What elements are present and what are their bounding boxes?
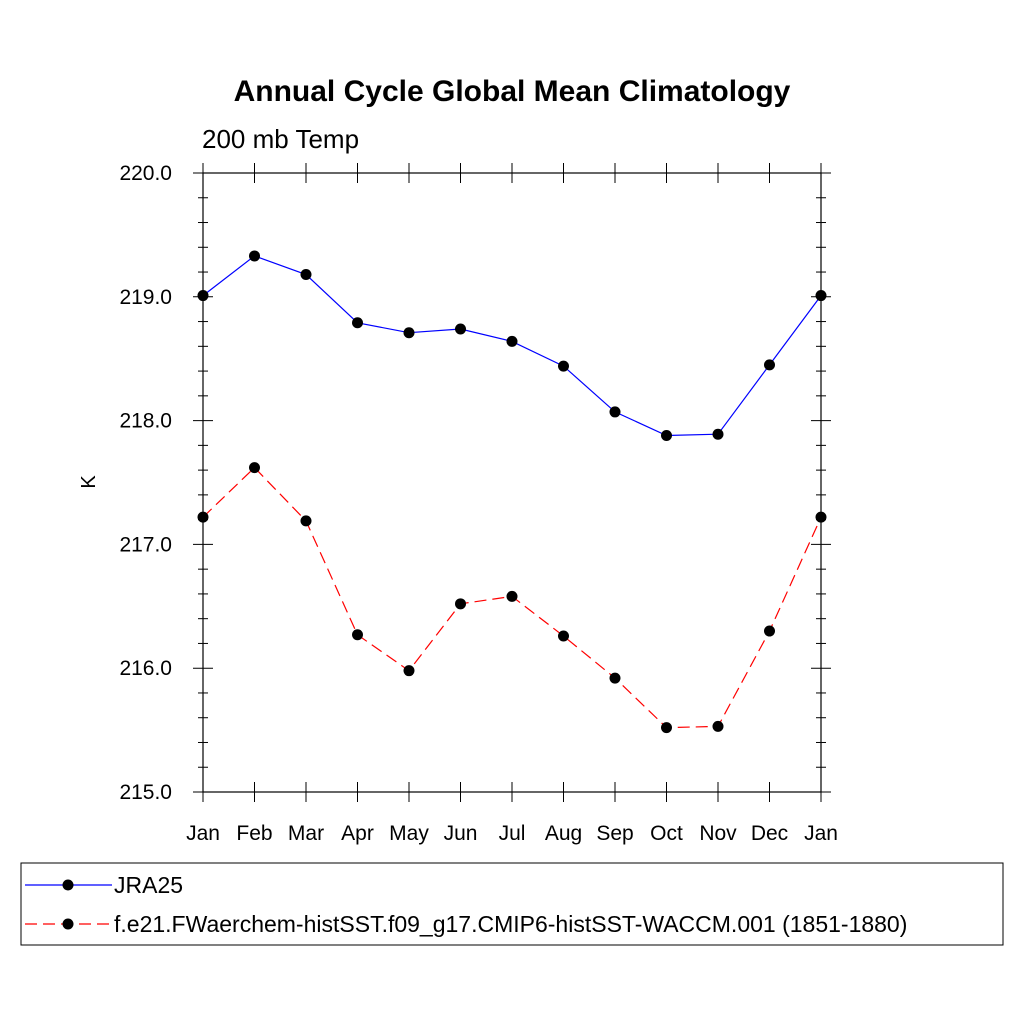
series-1-point [558, 360, 569, 372]
series-2-point [558, 630, 569, 642]
legend-label-2: f.e21.FWaerchem-histSST.f09_g17.CMIP6-hi… [114, 911, 907, 937]
series-1-point [352, 317, 363, 329]
y-tick-label: 220.0 [119, 162, 172, 185]
series-1-point [197, 290, 209, 302]
series-2-point [197, 511, 209, 523]
series-1-point [249, 250, 260, 262]
series-2-point [609, 672, 621, 684]
x-axis-ticks: Jan Feb Mar Apr May Jun Jul Aug Sep Oct Nov Dec Jan [186, 163, 838, 845]
x-tick-label: Jan [804, 822, 838, 845]
series-1-point [403, 327, 415, 339]
x-tick-label: Dec [751, 822, 788, 845]
y-tick-label: 219.0 [119, 286, 172, 309]
x-tick-label: May [389, 822, 429, 845]
x-tick-label: Jun [444, 822, 478, 845]
legend-label-1: JRA25 [114, 872, 183, 898]
legend: JRA25 f.e21.FWaerchem-histSST.f09_g17.CMI… [25, 872, 907, 937]
series-2-point [300, 515, 312, 527]
series-1-point [455, 323, 466, 335]
y-tick-label: 216.0 [119, 657, 172, 680]
series-2-point [764, 625, 775, 637]
series-2-point [352, 629, 363, 641]
series-1-point [764, 359, 775, 371]
series-1-point [506, 335, 518, 347]
series-2-point [815, 511, 827, 523]
x-tick-label: Aug [545, 822, 582, 845]
y-tick-label: 215.0 [119, 781, 172, 804]
series-layer [197, 250, 827, 734]
legend-box [20, 862, 1004, 946]
x-tick-label: Jan [186, 822, 220, 845]
y-tick-label: 218.0 [119, 410, 172, 433]
x-tick-label: Oct [650, 822, 683, 845]
series-2-point [403, 665, 415, 677]
series-1-point [815, 290, 827, 302]
x-tick-label: Sep [596, 822, 633, 845]
series-2-point [661, 722, 672, 734]
series-1-point [661, 429, 672, 441]
series-2-point [249, 462, 260, 474]
plot-frame [202, 172, 822, 793]
series-2-point [455, 598, 466, 610]
series-1-point [609, 406, 621, 418]
y-axis-ticks: 215.0 216.0 217.0 218.0 219.0 220.0 [119, 162, 831, 804]
x-tick-label: Jul [499, 822, 526, 845]
legend-marker-1 [62, 879, 74, 891]
series-2-point [712, 720, 724, 732]
x-tick-label: Mar [288, 822, 324, 845]
series-2-point [506, 590, 518, 602]
series-1-point [300, 269, 312, 281]
y-axis-label: K [78, 475, 100, 489]
x-tick-label: Apr [341, 822, 374, 845]
chart-title: Annual Cycle Global Mean Climatology [234, 75, 791, 108]
x-tick-label: Feb [236, 822, 272, 845]
legend-marker-2 [62, 918, 74, 930]
y-tick-label: 217.0 [119, 533, 172, 556]
x-tick-label: Nov [699, 822, 737, 845]
chart-subtitle: 200 mb Temp [202, 124, 359, 154]
series-1-point [712, 428, 724, 440]
